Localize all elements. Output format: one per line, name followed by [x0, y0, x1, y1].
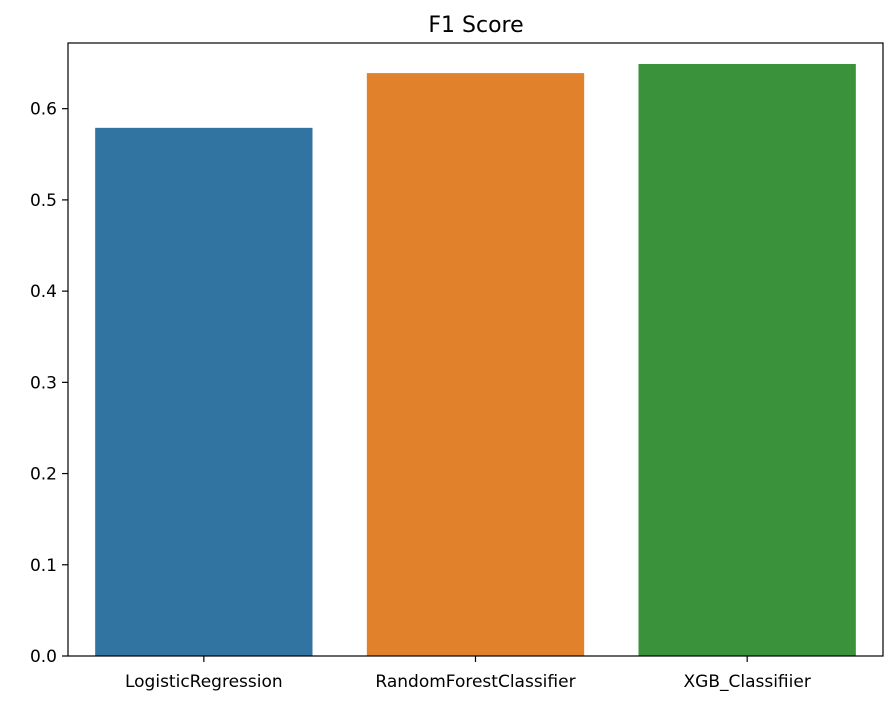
y-tick-label: 0.2 [30, 465, 57, 485]
bar-randomforestclassifier [366, 73, 585, 657]
plot-frame [67, 42, 884, 657]
bar-xgb-classifiier [638, 63, 856, 657]
y-tick-label: 0.0 [30, 647, 57, 667]
bar-logisticregression [95, 127, 313, 656]
x-tick-label: LogisticRegression [125, 672, 283, 692]
y-axis: 0.0 0.1 0.2 0.3 0.4 0.5 0.6 [30, 100, 68, 667]
x-tick-label: RandomForestClassifier [375, 672, 575, 692]
y-tick-label: 0.6 [30, 100, 57, 120]
bars-group [95, 63, 856, 657]
y-tick-label: 0.4 [30, 282, 57, 302]
y-tick-label: 0.1 [30, 556, 57, 576]
chart-title: F1 Score [428, 13, 523, 38]
x-tick-label: XGB_Classifiier [684, 672, 811, 692]
y-tick-label: 0.5 [30, 191, 57, 211]
y-tick-label: 0.3 [30, 373, 57, 393]
x-axis: LogisticRegression RandomForestClassifier… [125, 656, 811, 692]
